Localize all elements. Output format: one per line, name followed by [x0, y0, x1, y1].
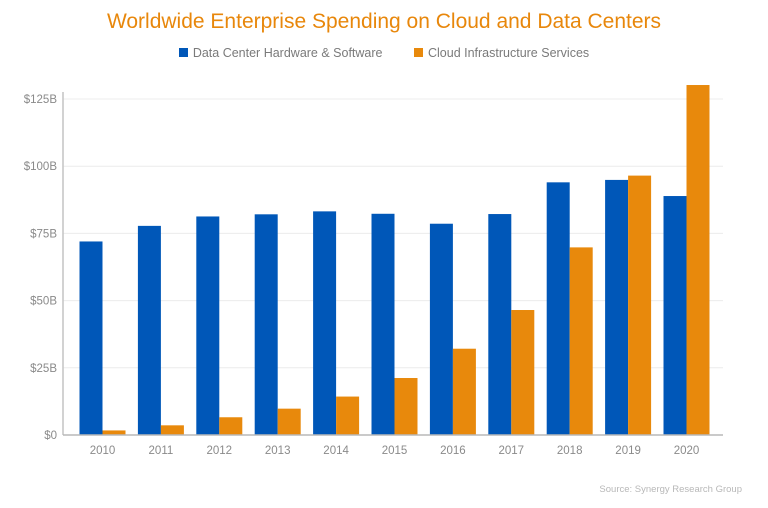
bar-cloud-2016	[452, 348, 476, 435]
x-tick-label: 2010	[90, 445, 116, 457]
legend-swatch-blue	[178, 48, 188, 57]
x-tick-label: 2012	[207, 445, 233, 457]
legend: Data Center Hardware & Software Cloud In…	[0, 46, 768, 60]
x-tick-label: 2011	[149, 445, 174, 457]
x-tick-label: 2014	[323, 445, 349, 457]
bar-cloud-2019	[628, 175, 652, 435]
legend-item-cloud: Cloud Infrastructure Services	[413, 46, 590, 60]
bar-cloud-2015	[394, 378, 418, 435]
y-tick-label: $25B	[30, 363, 57, 375]
x-tick-label: 2019	[615, 445, 641, 457]
legend-label: Cloud Infrastructure Services	[427, 46, 590, 60]
legend-label: Data Center Hardware & Software	[192, 46, 383, 60]
y-tick-label: $0	[44, 430, 57, 442]
source-note: Source: Synergy Research Group	[599, 484, 742, 495]
y-tick-label: $100B	[24, 161, 58, 173]
bar-cloud-2014	[336, 396, 360, 435]
x-tick-label: 2020	[674, 445, 700, 457]
x-tick-label: 2015	[382, 445, 408, 457]
x-tick-label: 2018	[557, 445, 583, 457]
y-tick-label: $50B	[30, 296, 57, 308]
legend-item-data-center: Data Center Hardware & Software	[178, 46, 383, 60]
bar-data-center-2014	[313, 211, 337, 435]
chart-title: Worldwide Enterprise Spending on Cloud a…	[106, 10, 662, 33]
x-tick-label: 2017	[499, 445, 525, 457]
bar-cloud-2020	[686, 85, 710, 435]
bar-data-center-2020	[663, 196, 687, 435]
x-tick-label: 2016	[440, 445, 466, 457]
bar-data-center-2018	[546, 182, 570, 435]
bar-cloud-2011	[160, 425, 184, 435]
bar-data-center-2017	[488, 214, 512, 435]
bar-data-center-2012	[196, 216, 220, 435]
bar-data-center-2010	[79, 241, 103, 435]
bar-data-center-2016	[429, 223, 453, 435]
legend-swatch-orange	[413, 48, 423, 57]
bar-cloud-2013	[277, 408, 301, 435]
bar-data-center-2015	[371, 213, 395, 435]
bar-data-center-2019	[605, 179, 629, 435]
bar-cloud-2018	[569, 247, 593, 435]
bar-cloud-2010	[102, 430, 126, 435]
y-tick-label: $125B	[24, 94, 58, 106]
bar-cloud-2012	[219, 417, 243, 435]
bar-data-center-2013	[254, 214, 278, 435]
bar-data-center-2011	[137, 225, 161, 435]
y-tick-label: $75B	[30, 228, 57, 240]
x-tick-label: 2013	[265, 445, 291, 457]
bar-cloud-2017	[511, 310, 535, 435]
